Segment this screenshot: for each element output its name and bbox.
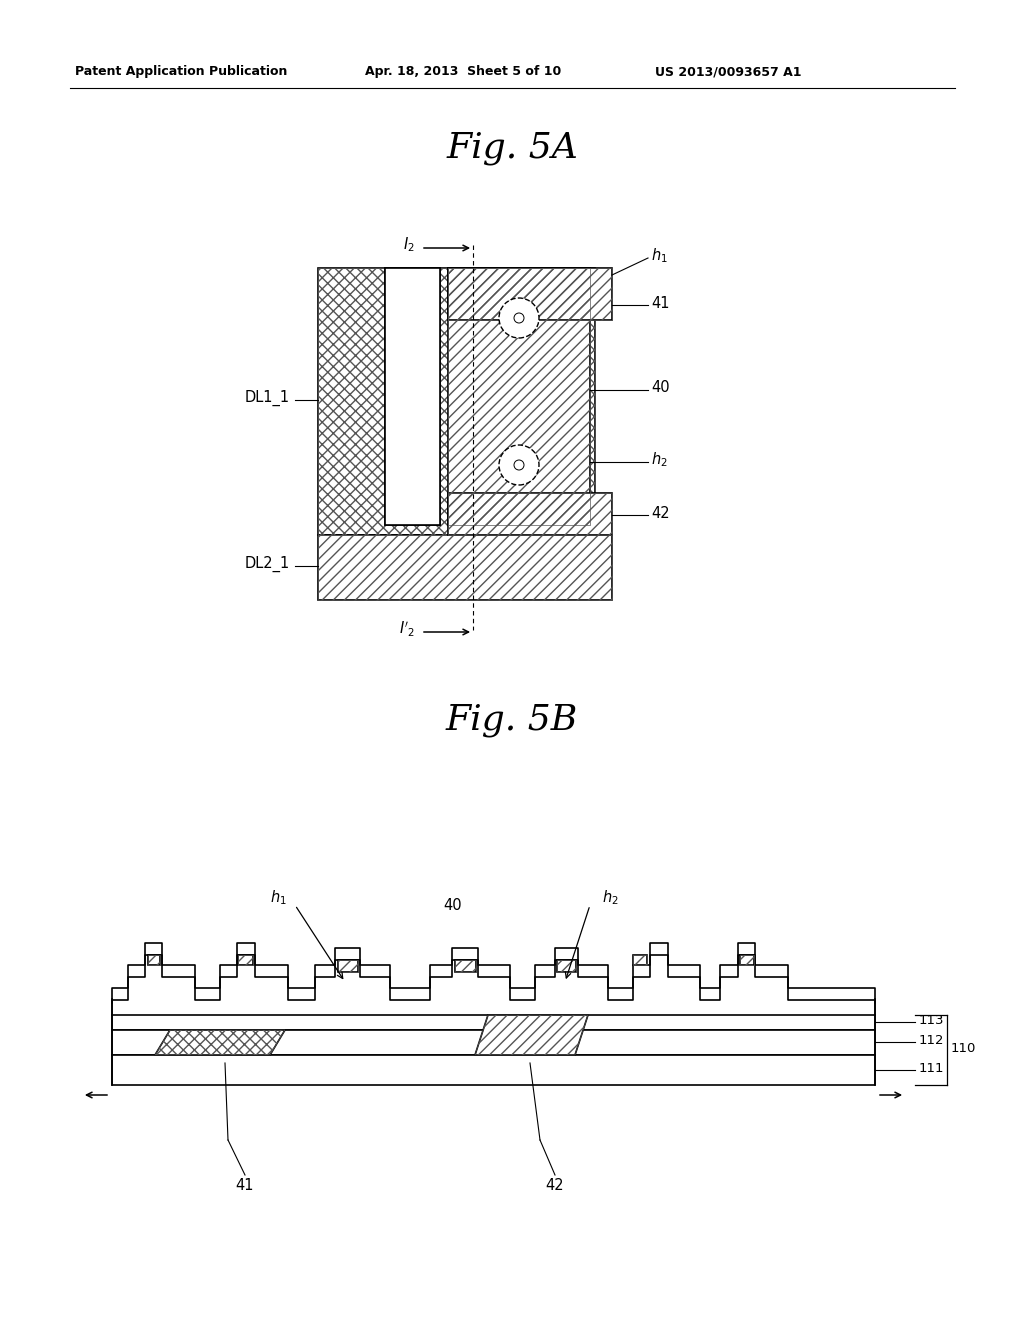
Text: 110: 110 (951, 1041, 976, 1055)
Bar (112, 1015, 874, 1030)
Text: 42: 42 (651, 506, 670, 520)
Bar (449, 268, 612, 319)
Bar (338, 960, 358, 972)
Bar (238, 954, 253, 965)
Bar (112, 1030, 874, 1055)
Text: $I'_2$: $I'_2$ (398, 619, 415, 639)
Text: US 2013/0093657 A1: US 2013/0093657 A1 (655, 66, 802, 78)
Bar (740, 954, 754, 965)
Bar (449, 492, 612, 535)
Bar (633, 954, 647, 965)
Bar (557, 960, 575, 972)
Text: 112: 112 (919, 1035, 944, 1048)
Bar (449, 492, 612, 535)
Text: 41: 41 (651, 296, 670, 310)
Text: 111: 111 (919, 1063, 944, 1076)
Bar (449, 268, 612, 319)
Bar (557, 960, 575, 972)
Bar (449, 268, 590, 525)
Text: DL1_1: DL1_1 (245, 389, 290, 407)
Text: $I_2$: $I_2$ (403, 236, 415, 255)
Bar (449, 268, 590, 525)
Bar (148, 954, 160, 965)
Bar (455, 960, 476, 972)
Text: 40: 40 (443, 898, 462, 912)
Circle shape (499, 298, 539, 338)
Bar (318, 535, 612, 601)
Bar (148, 954, 160, 965)
Bar (112, 1055, 874, 1085)
Text: Apr. 18, 2013  Sheet 5 of 10: Apr. 18, 2013 Sheet 5 of 10 (365, 66, 561, 78)
Bar (385, 268, 440, 525)
Circle shape (499, 445, 539, 484)
Bar (318, 268, 595, 535)
Text: DL2_1: DL2_1 (245, 556, 290, 572)
Bar (238, 954, 253, 965)
Bar (633, 954, 647, 965)
Text: 42: 42 (546, 1177, 564, 1192)
Text: $h_1$: $h_1$ (269, 888, 287, 907)
Text: Fig. 5A: Fig. 5A (446, 131, 578, 165)
Text: $h_2$: $h_2$ (602, 888, 618, 907)
Text: 40: 40 (651, 380, 670, 396)
Circle shape (514, 313, 524, 323)
Text: $h_2$: $h_2$ (651, 450, 668, 470)
Text: 41: 41 (236, 1177, 254, 1192)
Bar (455, 960, 476, 972)
Polygon shape (475, 1015, 588, 1055)
Bar (740, 954, 754, 965)
Bar (318, 535, 612, 601)
Polygon shape (155, 1030, 285, 1055)
Circle shape (514, 459, 524, 470)
Text: Patent Application Publication: Patent Application Publication (75, 66, 288, 78)
Bar (338, 960, 358, 972)
Text: 113: 113 (919, 1015, 944, 1027)
Text: $h_1$: $h_1$ (651, 247, 668, 265)
Bar (318, 268, 595, 535)
Text: Fig. 5B: Fig. 5B (445, 704, 579, 737)
Bar (385, 268, 440, 525)
